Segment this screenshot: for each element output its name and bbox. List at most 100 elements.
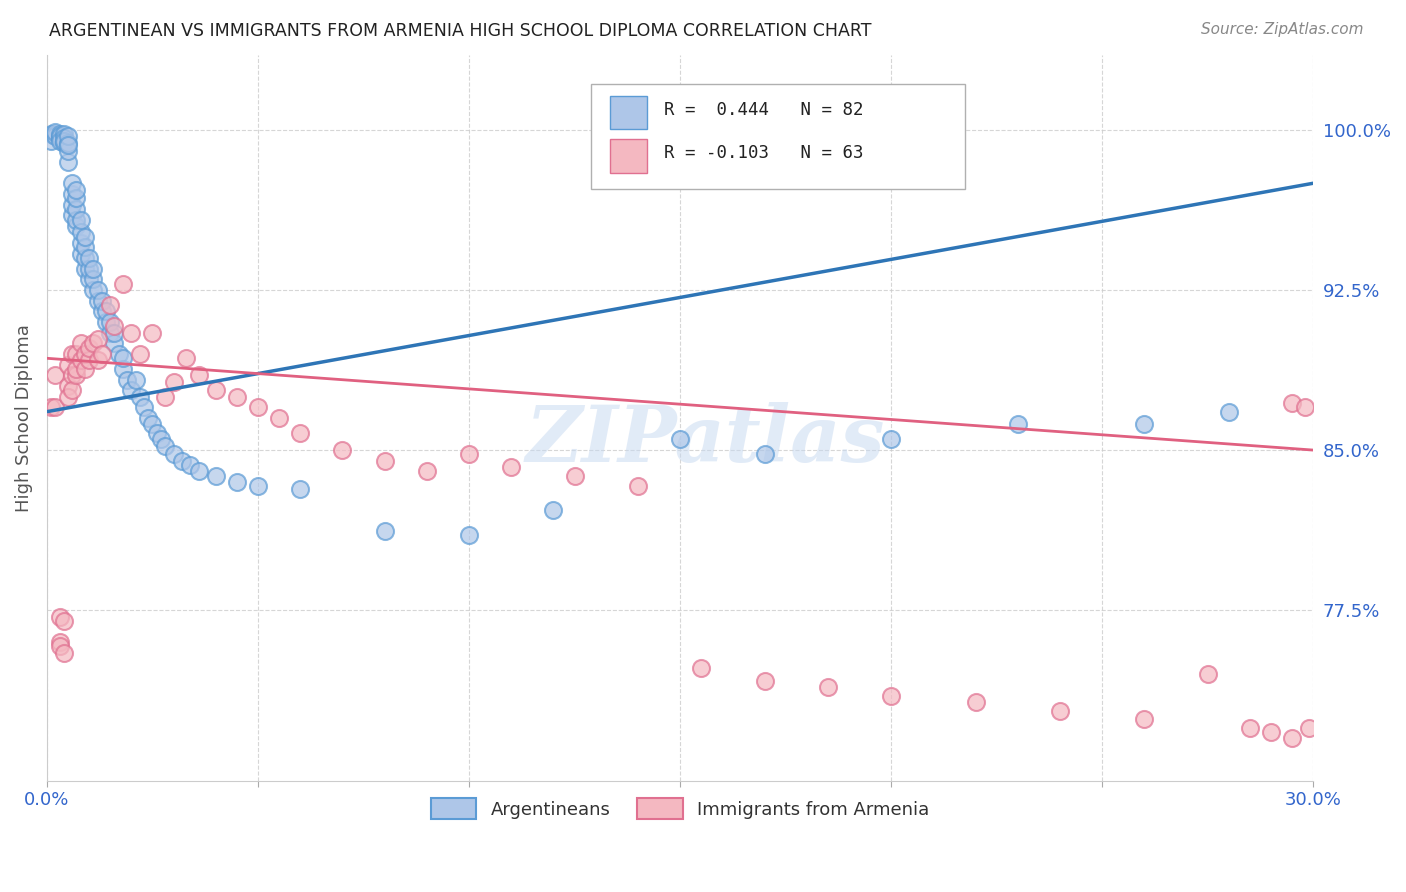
Point bbox=[56, 145, 79, 159]
Point bbox=[153, 439, 176, 453]
Point bbox=[56, 358, 79, 372]
Point bbox=[82, 336, 104, 351]
Point bbox=[1239, 721, 1261, 735]
Point bbox=[416, 465, 439, 479]
Point bbox=[1049, 704, 1071, 718]
Point bbox=[69, 235, 91, 250]
Point bbox=[39, 134, 62, 148]
Point bbox=[817, 680, 839, 694]
Point bbox=[44, 125, 66, 139]
Point bbox=[1281, 396, 1303, 410]
Point bbox=[136, 411, 159, 425]
Point bbox=[170, 454, 193, 468]
Point bbox=[128, 390, 150, 404]
Point bbox=[132, 401, 155, 415]
Point bbox=[73, 251, 96, 265]
Point bbox=[374, 524, 396, 539]
Point bbox=[48, 134, 70, 148]
Point bbox=[288, 482, 311, 496]
Point bbox=[65, 212, 87, 227]
Point bbox=[69, 246, 91, 260]
Point bbox=[754, 673, 776, 688]
Point bbox=[880, 433, 903, 447]
Point bbox=[60, 384, 83, 398]
Point bbox=[111, 362, 134, 376]
Point bbox=[65, 219, 87, 233]
Point bbox=[86, 332, 108, 346]
Point bbox=[44, 401, 66, 415]
Point bbox=[458, 528, 481, 542]
Point bbox=[246, 479, 269, 493]
Point bbox=[1007, 417, 1029, 432]
Point bbox=[69, 336, 91, 351]
Text: Source: ZipAtlas.com: Source: ZipAtlas.com bbox=[1201, 22, 1364, 37]
Point bbox=[39, 401, 62, 415]
Point bbox=[65, 191, 87, 205]
Point bbox=[458, 447, 481, 461]
Point bbox=[48, 131, 70, 145]
Point bbox=[69, 225, 91, 239]
Point bbox=[332, 443, 354, 458]
FancyBboxPatch shape bbox=[610, 95, 647, 129]
Point bbox=[65, 347, 87, 361]
Point bbox=[56, 390, 79, 404]
Point bbox=[141, 326, 163, 340]
Point bbox=[52, 136, 75, 150]
Point bbox=[39, 127, 62, 141]
Point bbox=[124, 373, 146, 387]
Point bbox=[288, 425, 311, 440]
Point bbox=[56, 137, 79, 152]
Legend: Argentineans, Immigrants from Armenia: Argentineans, Immigrants from Armenia bbox=[423, 791, 936, 826]
Point bbox=[77, 272, 100, 286]
Point bbox=[162, 375, 184, 389]
Point bbox=[149, 433, 172, 447]
Point bbox=[52, 134, 75, 148]
Point bbox=[94, 315, 117, 329]
Text: R =  0.444   N = 82: R = 0.444 N = 82 bbox=[664, 101, 863, 119]
Point bbox=[73, 229, 96, 244]
Point bbox=[128, 347, 150, 361]
Point bbox=[145, 425, 167, 440]
Text: ZIPatlas: ZIPatlas bbox=[526, 401, 886, 478]
Point bbox=[44, 127, 66, 141]
Point bbox=[111, 351, 134, 366]
Point bbox=[69, 353, 91, 368]
Point bbox=[60, 208, 83, 222]
Text: ARGENTINEAN VS IMMIGRANTS FROM ARMENIA HIGH SCHOOL DIPLOMA CORRELATION CHART: ARGENTINEAN VS IMMIGRANTS FROM ARMENIA H… bbox=[49, 22, 872, 40]
Point bbox=[754, 447, 776, 461]
Point bbox=[267, 411, 290, 425]
Point bbox=[225, 475, 247, 489]
Point bbox=[543, 503, 565, 517]
Point bbox=[77, 353, 100, 368]
Point bbox=[65, 368, 87, 383]
Point bbox=[669, 433, 692, 447]
Point bbox=[73, 362, 96, 376]
Point bbox=[60, 176, 83, 190]
Point bbox=[501, 460, 523, 475]
Point bbox=[1281, 731, 1303, 746]
Point bbox=[174, 351, 197, 366]
Point bbox=[103, 336, 125, 351]
Point bbox=[141, 417, 163, 432]
Point bbox=[86, 283, 108, 297]
Point bbox=[52, 127, 75, 141]
Point bbox=[98, 298, 121, 312]
Point bbox=[965, 695, 987, 709]
Point bbox=[52, 614, 75, 628]
Point bbox=[187, 368, 209, 383]
Point bbox=[86, 353, 108, 368]
Point bbox=[48, 609, 70, 624]
Point bbox=[90, 304, 112, 318]
Point bbox=[77, 261, 100, 276]
Point bbox=[627, 479, 650, 493]
Point bbox=[44, 129, 66, 144]
Point bbox=[1218, 405, 1240, 419]
Point bbox=[120, 326, 142, 340]
Y-axis label: High School Diploma: High School Diploma bbox=[15, 324, 32, 512]
Point bbox=[56, 129, 79, 144]
Point bbox=[82, 261, 104, 276]
Point bbox=[103, 326, 125, 340]
Point bbox=[115, 373, 138, 387]
Point bbox=[187, 465, 209, 479]
Point bbox=[56, 136, 79, 150]
